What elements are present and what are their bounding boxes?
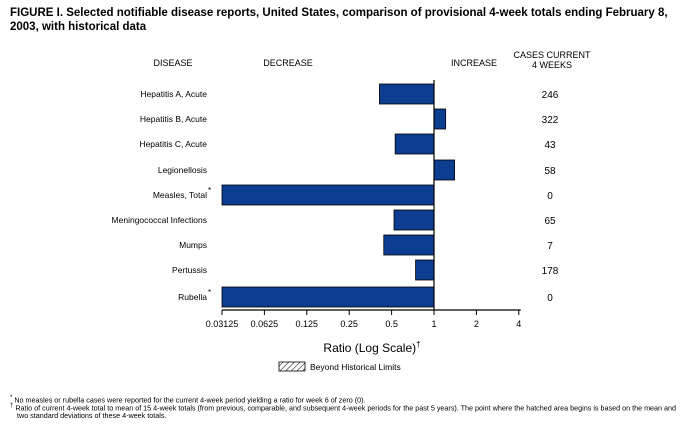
category-label: Mumps [179, 240, 207, 250]
x-tick-label: 0.25 [340, 319, 358, 329]
header-decrease: DECREASE [263, 58, 313, 68]
category-label: Measles, Total [153, 190, 207, 200]
category-label: Meningococcal Infections [112, 215, 207, 225]
legend-hatch-swatch [278, 361, 306, 372]
x-tick-label: 0.5 [385, 319, 398, 329]
cases-value: 7 [547, 241, 553, 252]
cases-value: 322 [542, 115, 559, 126]
cases-value: 0 [547, 293, 553, 304]
category-footnote-marker: * [208, 186, 211, 195]
bar [383, 234, 435, 256]
footnote-1: * No measles or rubella cases were repor… [10, 395, 366, 405]
x-tick-label: 0.0625 [251, 319, 279, 329]
cases-value: 178 [542, 266, 559, 277]
header-cases-line2: 4 WEEKS [532, 60, 572, 70]
bar [433, 108, 447, 130]
bar [433, 159, 455, 181]
bar [221, 184, 435, 206]
cases-value: 58 [544, 166, 556, 177]
category-label: Hepatitis A, Acute [140, 89, 207, 99]
x-tick-label: 1 [431, 319, 436, 329]
header-cases-line1: CASES CURRENT [513, 50, 591, 60]
header-disease: DISEASE [153, 58, 192, 68]
x-tick-label: 0.125 [296, 319, 319, 329]
x-tick-label: 0.03125 [206, 319, 239, 329]
x-tick-label: 4 [516, 319, 521, 329]
footnote-2: † Ratio of current 4-week total to mean … [10, 403, 677, 421]
category-label: Legionellosis [158, 165, 207, 175]
header-increase: INCREASE [451, 58, 497, 68]
cases-value: 43 [544, 140, 556, 151]
bar [415, 259, 435, 281]
x-axis-label: Ratio (Log Scale)† [323, 340, 420, 355]
bar [394, 133, 435, 155]
category-footnote-marker: * [208, 288, 211, 297]
cases-value: 246 [542, 90, 559, 101]
category-label: Hepatitis B, Acute [140, 114, 207, 124]
category-label: Rubella [178, 292, 207, 302]
x-tick-label: 2 [474, 319, 479, 329]
category-label: Hepatitis C, Acute [139, 139, 207, 149]
category-label: Pertussis [172, 265, 207, 275]
legend-label: Beyond Historical Limits [310, 362, 401, 372]
cases-value: 0 [547, 191, 553, 202]
bar [393, 209, 435, 231]
cases-value: 65 [544, 216, 556, 227]
bar [379, 83, 435, 105]
figure-title: FIGURE I. Selected notifiable disease re… [10, 7, 668, 33]
bar [221, 286, 435, 308]
